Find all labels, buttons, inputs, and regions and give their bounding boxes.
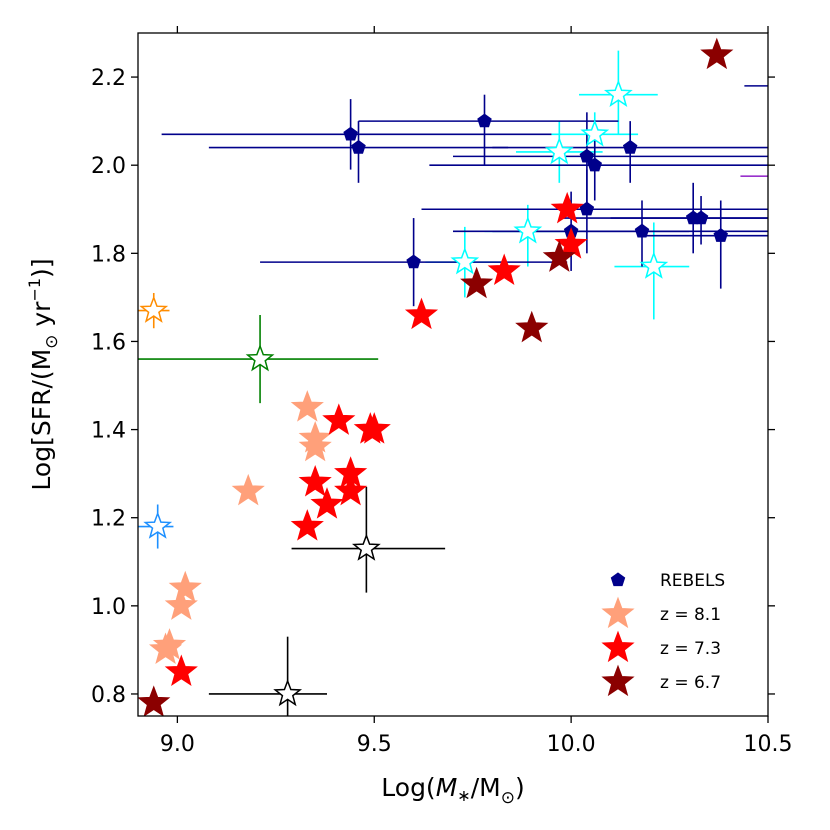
x-tick-label-2: 10.0 [547,732,596,757]
y-tick-label-3: 1.4 [91,419,126,444]
axis-ticks: 9.0 9.5 10.0 10.5 0.8 1.0 1.2 1.4 1.6 1.8 2.0 2.2 [91,26,792,757]
open-star-5-marker [639,251,669,279]
x-axis-label: Log(M∗/M⊙) [381,773,524,808]
legend-label-0: REBELS [660,571,725,591]
open-star-10-marker [273,678,303,707]
rebels-point-8 [634,223,650,238]
star-series-3-point-2 [460,266,494,299]
open-star-2-marker [544,136,574,165]
rebels-point-5 [622,139,638,154]
star-series-1-point-7 [148,632,183,665]
star-series-2-point-3 [404,297,439,330]
open-star-7-marker [245,343,275,372]
star-series-3-point-3 [515,310,549,343]
star-series-1-point-2 [298,429,332,462]
rebels-point-2 [477,113,492,128]
star-series-1-point-5 [164,588,198,620]
star-series-3-point-4 [138,685,171,716]
star-series-1-point-4 [168,570,202,603]
x-tick-label-3: 10.5 [744,732,793,757]
legend-label-3: z = 6.7 [660,673,721,693]
star-series-2-point-9 [334,473,368,506]
star-series-1-point-0 [290,390,324,422]
star-series-2-point-8 [298,465,332,497]
legend-marker-1 [601,596,635,629]
rebels-point-12 [406,254,421,269]
rebels-point-11 [713,228,728,242]
star-series-3-point-1 [542,240,576,272]
open-star-1-marker [580,119,610,147]
rebels-point-0 [343,126,358,141]
legend-marker-3 [601,664,635,697]
y-tick-label-2: 1.2 [91,507,126,532]
star-series-2-point-12 [164,654,198,687]
open-star-4-marker [450,246,480,275]
legend-label-2: z = 7.3 [660,639,721,659]
legend-label-1: z = 8.1 [660,605,721,625]
data-marks [138,37,768,716]
rebels-point-3 [579,148,595,163]
open-star-8-marker [143,511,173,539]
star-series-2-point-10 [310,487,344,519]
axes-frame [137,32,769,717]
x-tick-label-1: 9.5 [357,732,392,757]
rebels-point-4 [587,157,602,172]
star-series-2-point-11 [290,509,324,541]
star-series-2-point-6 [353,412,387,444]
rebels-point-6 [579,201,595,216]
y-tick-label-5: 1.8 [91,242,126,267]
rebels-point-10 [693,210,709,225]
star-series-2-point-4 [322,403,356,435]
star-series-1-point-3 [231,473,265,506]
x-tick-label-0: 9.0 [160,732,195,757]
y-tick-label-6: 2.0 [91,154,126,179]
y-tick-label-0: 0.8 [91,683,126,708]
y-tick-label-7: 2.2 [91,66,126,91]
star-series-2-point-0 [550,191,584,224]
y-tick-label-4: 1.6 [91,330,126,355]
star-series-2-point-1 [554,227,588,259]
y-axis-label: Log[SFR/(M⊙ yr−1)] [25,258,62,490]
y-tick-label-1: 1.0 [91,595,126,620]
open-star-9-marker [351,533,381,561]
star-series-2-point-2 [487,253,521,286]
legend: REBELS z = 8.1 z = 7.3 z = 6.7 [601,571,725,697]
open-star-0-marker [603,79,633,107]
star-series-3-point-0 [700,37,734,70]
rebels-point-1 [351,139,366,154]
legend-marker-2 [601,630,635,663]
open-star-3-marker [513,216,543,244]
legend-marker-0 [610,572,626,587]
open-star-6-marker [139,295,169,323]
